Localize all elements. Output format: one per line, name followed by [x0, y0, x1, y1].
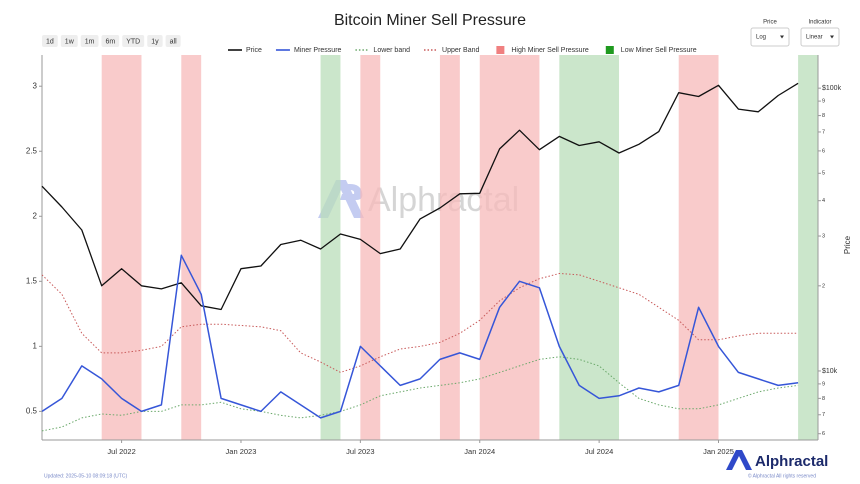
y2-tick-label: 3: [822, 233, 825, 239]
shade-span: [320, 55, 341, 440]
y2-axis-title: Price: [843, 235, 852, 254]
copyright: © Alphractal All rights reserved: [748, 472, 816, 479]
y2-tick-label: 8: [822, 113, 825, 119]
dropdown-caption: Price: [763, 20, 777, 26]
dropdown-arrow[interactable]: [830, 35, 834, 39]
shade-span: [479, 55, 540, 440]
y2-tick-label: 9: [822, 381, 825, 387]
shade-span: [181, 55, 202, 440]
series-line: [41, 82, 799, 311]
legend-label: Miner Pressure: [294, 47, 342, 54]
y2-tick-label: 8: [822, 396, 825, 402]
range-button[interactable]: 1d: [42, 35, 58, 47]
y2-tick-label: 6: [822, 148, 825, 154]
x-tick-label: Jan 2024: [464, 447, 495, 456]
dropdown[interactable]: Log: [750, 27, 790, 47]
x-tick-label: Jul 2024: [585, 447, 613, 456]
shade-span: [439, 55, 460, 440]
y2-tick-label: 6: [822, 431, 825, 437]
y2-tick-label: 9: [822, 99, 825, 105]
range-button-label[interactable]: 1y: [151, 38, 159, 45]
dropdown-value[interactable]: Log: [756, 35, 766, 41]
chart-title: Bitcoin Miner Sell Pressure: [334, 12, 526, 29]
y2-tick-label: $100k: [822, 85, 842, 92]
shade-span: [798, 55, 818, 440]
range-button-bg[interactable]: [122, 35, 145, 47]
shade-span: [559, 55, 620, 440]
dropdown-caption: Indicator: [808, 20, 831, 26]
shade-span: [360, 55, 381, 440]
legend-swatch: [605, 46, 614, 54]
range-button-label[interactable]: all: [170, 38, 177, 45]
range-button-bg[interactable]: [80, 35, 99, 47]
range-button-label[interactable]: 1d: [46, 38, 54, 45]
range-button[interactable]: 6m: [101, 35, 120, 47]
range-button-label[interactable]: YTD: [126, 38, 140, 45]
series-line: [41, 356, 799, 432]
range-button[interactable]: YTD: [122, 35, 145, 47]
legend-swatch: [496, 46, 505, 54]
y-tick-label: 3: [33, 81, 38, 90]
series-line: [41, 273, 799, 373]
legend-label: Price: [246, 47, 262, 54]
dropdown-box[interactable]: [800, 27, 840, 47]
y-tick-label: 2.5: [26, 146, 38, 155]
y2-tick-label: 7: [822, 129, 825, 135]
dropdown[interactable]: Linear: [800, 27, 840, 47]
legend-label: Upper Band: [442, 47, 479, 54]
shade-span: [678, 55, 719, 440]
series-line: [41, 254, 799, 419]
y2-tick-label: 2: [822, 283, 825, 289]
range-button-bg[interactable]: [165, 35, 181, 47]
dropdown-arrow[interactable]: [780, 35, 784, 39]
legend-label: High Miner Sell Pressure: [511, 47, 589, 54]
logo-text: Alphractal: [755, 453, 828, 470]
y2-tick-label: 4: [822, 198, 825, 204]
range-button-bg[interactable]: [101, 35, 120, 47]
legend-label: Low Miner Sell Pressure: [621, 47, 697, 54]
range-button-label[interactable]: 1m: [85, 38, 95, 45]
y2-tick-label: 5: [822, 171, 825, 177]
shade-span: [101, 55, 142, 440]
logo-icon: [726, 450, 752, 470]
range-button-label[interactable]: 1w: [65, 38, 75, 45]
y-tick-label: 0.5: [26, 406, 38, 415]
updated-note: Updated: 2025-05-10 08:09:18 (UTC): [44, 473, 127, 479]
x-tick-label: Jul 2023: [346, 447, 374, 456]
legend-label: Lower band: [373, 47, 410, 54]
range-button[interactable]: 1m: [80, 35, 99, 47]
dropdown-box[interactable]: [750, 27, 790, 47]
range-button-label[interactable]: 6m: [105, 38, 115, 45]
y-tick-label: 1.5: [26, 276, 38, 285]
y2-tick-label: $10k: [822, 368, 838, 375]
y-tick-label: 1: [33, 341, 38, 350]
x-tick-label: Jul 2022: [107, 447, 135, 456]
x-tick-label: Jan 2025: [703, 447, 734, 456]
range-button[interactable]: all: [165, 35, 181, 47]
y-tick-label: 2: [33, 211, 38, 220]
range-button-bg[interactable]: [147, 35, 163, 47]
watermark-logo: [340, 184, 363, 200]
range-button-bg[interactable]: [42, 35, 58, 47]
dropdown-value[interactable]: Linear: [806, 35, 823, 41]
range-button-bg[interactable]: [60, 35, 78, 47]
y2-tick-label: 7: [822, 412, 825, 418]
x-tick-label: Jan 2023: [226, 447, 257, 456]
range-button[interactable]: 1y: [147, 35, 163, 47]
range-button[interactable]: 1w: [60, 35, 78, 47]
